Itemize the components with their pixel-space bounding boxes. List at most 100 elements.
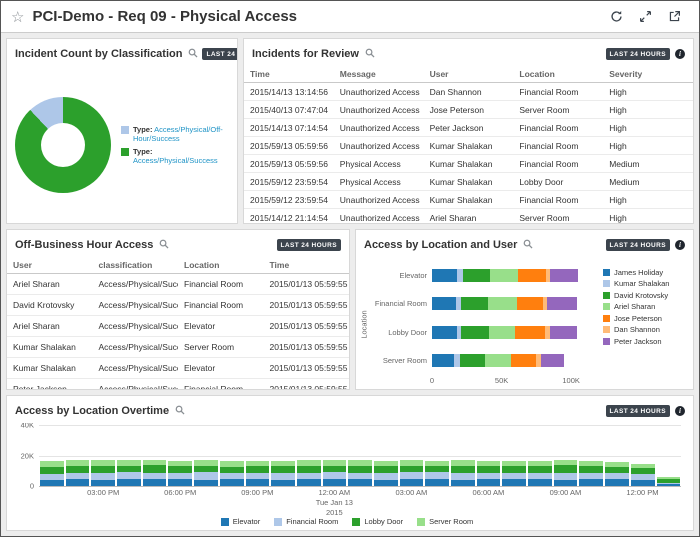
table-cell[interactable]: Financial Room: [513, 118, 604, 137]
table-cell[interactable]: Ariel Sharan: [7, 315, 93, 337]
table-cell[interactable]: Server Room: [513, 208, 604, 223]
table-cell[interactable]: 2015/01/13 05:59:55: [263, 315, 349, 337]
column-segment[interactable]: [219, 479, 244, 486]
table-cell[interactable]: Kumar Shalakan: [7, 336, 93, 358]
table-cell[interactable]: 2015/14/13 07:14:54: [244, 118, 334, 137]
bar-segment[interactable]: [547, 297, 577, 311]
column-bar[interactable]: [168, 425, 193, 486]
column-bar[interactable]: [117, 425, 141, 486]
bar-segment[interactable]: [454, 354, 460, 368]
column-bar[interactable]: [373, 425, 398, 486]
column-segment[interactable]: [322, 460, 347, 467]
column-segment[interactable]: [476, 466, 501, 473]
column-bar[interactable]: [40, 425, 64, 486]
table-cell[interactable]: Financial Room: [513, 82, 604, 101]
column-segment[interactable]: [40, 479, 64, 486]
donut-chart[interactable]: [15, 96, 111, 193]
column-segment[interactable]: [117, 478, 141, 486]
table-cell[interactable]: Financial Room: [513, 154, 604, 173]
column-segment[interactable]: [40, 473, 64, 480]
column-segment[interactable]: [322, 472, 347, 480]
column-bar[interactable]: [271, 425, 295, 486]
column-bar[interactable]: [476, 425, 501, 486]
column-segment[interactable]: [579, 472, 604, 480]
bar-segment[interactable]: [546, 268, 551, 282]
column-segment[interactable]: [40, 466, 64, 474]
column-segment[interactable]: [65, 466, 90, 473]
table-cell[interactable]: Unauthorized Access: [333, 190, 424, 209]
table-cell[interactable]: 2015/59/13 05:59:56: [244, 136, 334, 155]
table-cell[interactable]: Financial Room: [178, 273, 264, 295]
table-cell[interactable]: Dan Shannon: [423, 82, 514, 101]
column-bar[interactable]: [630, 425, 655, 486]
column-segment[interactable]: [117, 472, 141, 479]
column-bar[interactable]: [502, 425, 527, 486]
column-segment[interactable]: [40, 461, 64, 467]
table-cell[interactable]: 2015/40/13 07:47:04: [244, 100, 334, 119]
legend-item[interactable]: David Krotovsky: [603, 291, 683, 300]
column-segment[interactable]: [656, 477, 681, 480]
table-cell[interactable]: Lobby Door: [513, 172, 604, 191]
table-cell[interactable]: Kumar Shalakan: [7, 357, 93, 379]
bar-segment[interactable]: [432, 354, 455, 368]
legend-item[interactable]: Kumar Shalakan: [603, 279, 683, 288]
column-segment[interactable]: [219, 472, 244, 480]
column-segment[interactable]: [528, 460, 552, 466]
column-bar[interactable]: [91, 425, 116, 486]
column-bar[interactable]: [65, 425, 90, 486]
column-segment[interactable]: [168, 472, 193, 479]
column-segment[interactable]: [656, 484, 681, 486]
bar-segment[interactable]: [550, 268, 579, 282]
column-segment[interactable]: [296, 465, 321, 473]
bar-segment[interactable]: [461, 325, 490, 339]
column-segment[interactable]: [605, 479, 629, 486]
column-segment[interactable]: [65, 472, 90, 480]
column-segment[interactable]: [245, 465, 270, 473]
column-segment[interactable]: [322, 466, 347, 473]
table-cell[interactable]: Access/Physical/Success: [92, 294, 178, 316]
table-cell[interactable]: Ariel Sharan: [423, 208, 514, 223]
table-cell[interactable]: 2015/59/12 23:59:54: [244, 190, 334, 209]
column-segment[interactable]: [117, 460, 141, 466]
column-segment[interactable]: [476, 472, 501, 479]
legend-item[interactable]: James Holiday: [603, 268, 683, 277]
column-header[interactable]: Location: [513, 66, 604, 83]
table-cell[interactable]: 2015/14/13 13:14:56: [244, 82, 334, 101]
column-segment[interactable]: [168, 479, 193, 486]
table-cell[interactable]: Access/Physical/Success: [92, 273, 178, 295]
table-cell[interactable]: Unauthorized Access: [333, 118, 424, 137]
column-segment[interactable]: [630, 479, 655, 486]
bar-segment[interactable]: [432, 325, 458, 339]
table-cell[interactable]: Financial Room: [178, 294, 264, 316]
favorite-star-icon[interactable]: ☆: [11, 8, 25, 26]
bar-segment[interactable]: [544, 325, 551, 339]
column-header[interactable]: Location: [178, 257, 264, 274]
column-bar[interactable]: [142, 425, 167, 486]
column-segment[interactable]: [451, 473, 475, 480]
column-bar[interactable]: [219, 425, 244, 486]
column-header[interactable]: Time: [244, 66, 334, 83]
column-segment[interactable]: [65, 479, 90, 486]
column-segment[interactable]: [348, 472, 372, 479]
column-segment[interactable]: [630, 474, 655, 480]
column-segment[interactable]: [194, 465, 218, 473]
column-segment[interactable]: [271, 460, 295, 467]
column-segment[interactable]: [194, 472, 218, 480]
column-header[interactable]: Severity: [603, 66, 693, 83]
column-segment[interactable]: [168, 466, 193, 473]
table-cell[interactable]: Kumar Shalakan: [423, 172, 514, 191]
column-segment[interactable]: [630, 463, 655, 469]
table-cell[interactable]: Medium: [603, 154, 693, 173]
legend-item[interactable]: Elevator: [220, 517, 260, 526]
column-bar[interactable]: [322, 425, 347, 486]
table-cell[interactable]: Financial Room: [513, 190, 604, 209]
column-segment[interactable]: [91, 460, 116, 466]
table-cell[interactable]: Peter Jackson: [7, 378, 93, 389]
table-cell[interactable]: Kumar Shalakan: [423, 154, 514, 173]
table-cell[interactable]: Ariel Sharan: [7, 273, 93, 295]
legend-item[interactable]: Financial Room: [274, 517, 338, 526]
column-segment[interactable]: [399, 472, 424, 479]
column-segment[interactable]: [399, 465, 424, 473]
column-segment[interactable]: [117, 465, 141, 473]
magnifier-icon[interactable]: [159, 236, 169, 254]
